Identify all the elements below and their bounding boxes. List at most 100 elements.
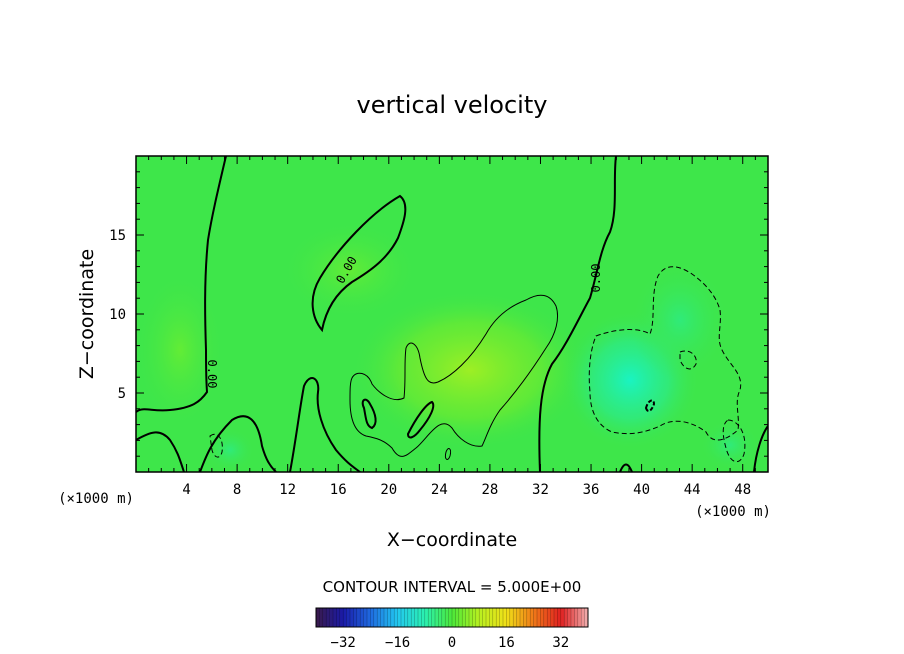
- x-tick-label: 48: [734, 482, 751, 498]
- x-tick-label: 12: [279, 482, 296, 498]
- colorbar-cell: [537, 608, 541, 627]
- colorbar-cell: [499, 608, 504, 627]
- colorbar-cell: [472, 608, 477, 627]
- colorbar-cell: [441, 608, 446, 627]
- colorbar-cell: [492, 608, 497, 627]
- colorbar-cell: [431, 608, 436, 627]
- colorbar-cell: [438, 608, 443, 627]
- colorbar-cell: [407, 608, 412, 627]
- negative-contours: [209, 266, 746, 463]
- colorbar-cell: [550, 608, 555, 627]
- colorbar-cell: [404, 608, 409, 627]
- zero-contour-lower-wiggle: [136, 377, 361, 472]
- colorbar-cell: [414, 608, 419, 627]
- colorbar-cell: [360, 608, 364, 627]
- colorbar-cell: [397, 608, 402, 627]
- zero-contour-bottom-right: [619, 425, 768, 472]
- plot-area: [136, 156, 768, 472]
- updraft-region-upper: [280, 220, 420, 320]
- colorbar-cell: [469, 608, 473, 627]
- colorbar-tick-label: 0: [448, 635, 456, 651]
- negative-contour-core: [644, 399, 656, 412]
- colorbar-cell: [571, 608, 575, 627]
- x-tick-label: 24: [431, 482, 448, 498]
- colorbar-cell: [520, 608, 524, 627]
- colorbar-cell: [445, 608, 449, 627]
- colorbar-cell: [584, 608, 589, 627]
- colorbar-tick-label: 16: [498, 635, 515, 651]
- colorbar-cell: [435, 608, 439, 627]
- x-axis-label: X−coordinate: [387, 529, 517, 551]
- colorbar-cell: [543, 608, 548, 627]
- colorbar-cell: [509, 608, 514, 627]
- colorbar-cell: [390, 608, 395, 627]
- downdraft-region-bottom-right: [700, 420, 760, 470]
- colorbar-cell: [455, 608, 460, 627]
- colorbar-cell: [489, 608, 494, 627]
- colorbar-cell: [356, 608, 361, 627]
- zero-contour-left: [136, 156, 227, 413]
- colorbar-cell: [421, 608, 426, 627]
- y-tick-label: 10: [109, 307, 126, 323]
- colorbar-cell: [418, 608, 422, 627]
- downdraft-region-bottom-left: [205, 428, 255, 472]
- updraft-region-left: [136, 270, 225, 430]
- negative-contour-main: [588, 266, 742, 441]
- colorbar-cell: [533, 608, 538, 627]
- colorbar-cell: [424, 608, 429, 627]
- colorbar: −32 −16 0 16 32: [315, 607, 589, 651]
- colorbar-cell: [350, 608, 354, 627]
- colorbar-tick-label: −32: [331, 635, 356, 651]
- colorbar-cell: [560, 608, 565, 627]
- colorbar-cell: [343, 608, 347, 627]
- colorbar-cell: [574, 608, 579, 627]
- colorbar-cells: [315, 608, 589, 627]
- colorbar-cell: [353, 608, 358, 627]
- colorbar-cell: [387, 608, 392, 627]
- contour-interval-text: CONTOUR INTERVAL = 5.000E+00: [323, 578, 582, 596]
- colorbar-cell: [384, 608, 388, 627]
- colorbar-cell: [339, 608, 344, 627]
- y-axis-label: Z−coordinate: [76, 249, 98, 379]
- colorbar-cell: [319, 608, 324, 627]
- colorbar-cell: [577, 608, 582, 627]
- colorbar-cell: [554, 608, 558, 627]
- positive-contour-small: [445, 448, 451, 460]
- colorbar-cell: [336, 608, 341, 627]
- x-tick-label: 4: [182, 482, 190, 498]
- zero-contours: [136, 156, 768, 472]
- zero-contour-cell-b: [406, 400, 435, 439]
- contour-label-zero-right: 0.00: [589, 264, 603, 293]
- colorbar-cell: [346, 608, 351, 627]
- colorbar-cell: [394, 608, 398, 627]
- colorbar-cell: [380, 608, 385, 627]
- colorbar-cell: [547, 608, 551, 627]
- colorbar-cell: [503, 608, 507, 627]
- y-axis-ticks: 5 10 15: [109, 171, 768, 457]
- x-left-unit-label: (×1000 m): [58, 491, 134, 507]
- colorbar-cell: [326, 608, 330, 627]
- positive-contours: [349, 294, 559, 460]
- colorbar-cell: [370, 608, 375, 627]
- colorbar-cell: [506, 608, 511, 627]
- colorbar-cell: [496, 608, 500, 627]
- colorbar-cell: [475, 608, 480, 627]
- x-tick-label: 36: [583, 482, 600, 498]
- colorbar-cell: [411, 608, 415, 627]
- colorbar-tick-label: −16: [385, 635, 410, 651]
- colorbar-tick-label: 32: [552, 635, 569, 651]
- x-tick-label: 16: [330, 482, 347, 498]
- colorbar-cell: [452, 608, 456, 627]
- colorbar-ticks: −32 −16 0 16 32: [331, 635, 570, 651]
- x-right-unit-label: (×1000 m): [695, 504, 771, 520]
- colorbar-cell: [329, 608, 334, 627]
- colorbar-cell: [530, 608, 534, 627]
- colorbar-cell: [540, 608, 545, 627]
- positive-contour-main: [349, 294, 559, 457]
- zero-contour-right: [538, 156, 617, 472]
- colorbar-cell: [401, 608, 405, 627]
- colorbar-cell: [486, 608, 490, 627]
- colorbar-cell: [363, 608, 368, 627]
- colorbar-cell: [322, 608, 327, 627]
